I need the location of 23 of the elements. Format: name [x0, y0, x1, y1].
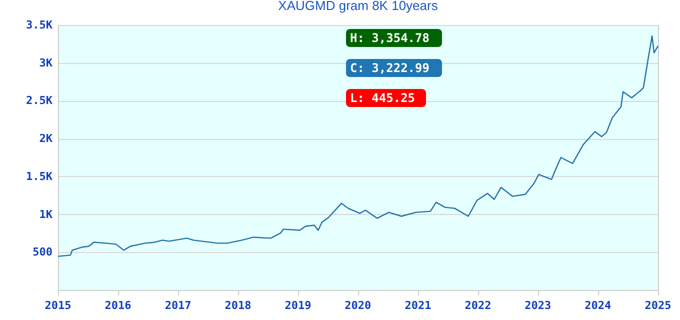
y-tick-label: 2K — [39, 132, 53, 146]
x-tick-label: 2018 — [224, 299, 252, 312]
annotation: L: 445.25 — [350, 91, 416, 105]
y-tick-label: 1.5K — [26, 170, 53, 183]
annotation: H: 3,354.78 — [350, 31, 430, 45]
annotation: C: 3,222.99 — [350, 61, 430, 75]
line-series — [57, 35, 659, 257]
y-tick-label: 500 — [32, 246, 52, 259]
x-tick-label: 2016 — [104, 299, 132, 312]
chart-title: XAUGMD gram 8K 10years — [278, 0, 438, 13]
y-tick-label: 2.5K — [26, 94, 53, 108]
x-tick-label: 2019 — [284, 299, 312, 312]
y-tick-label: 3.5K — [26, 18, 53, 32]
x-tick-label: 2017 — [164, 299, 192, 312]
x-tick-label: 2020 — [344, 299, 372, 312]
x-tick-label: 2022 — [464, 299, 492, 312]
y-tick-label: 1K — [39, 208, 53, 221]
y-tick-label: 3K — [39, 56, 53, 70]
x-tick-label: 2021 — [404, 299, 432, 312]
x-tick-label: 2023 — [524, 299, 552, 312]
x-tick-label: 2025 — [644, 299, 672, 312]
x-tick-label: 2015 — [44, 299, 72, 312]
x-tick-label: 2024 — [584, 299, 612, 312]
